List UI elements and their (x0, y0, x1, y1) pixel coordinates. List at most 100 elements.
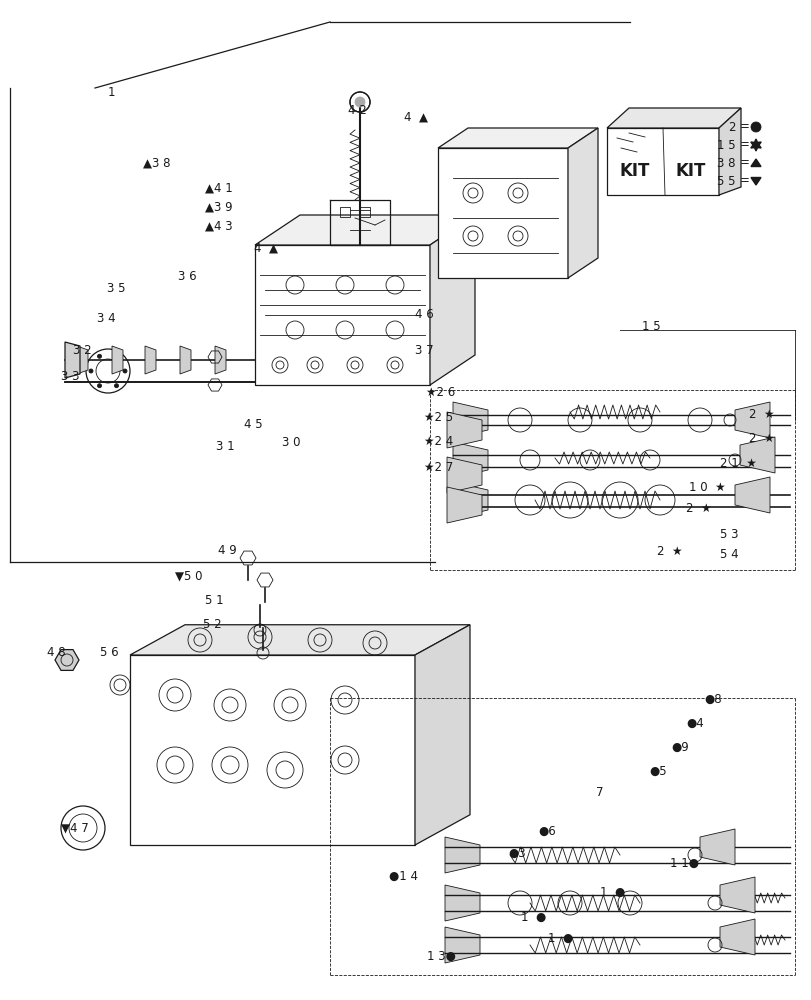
Text: 3 1: 3 1 (216, 440, 234, 454)
Circle shape (89, 369, 93, 373)
Circle shape (354, 97, 365, 107)
Text: 4  ▲: 4 ▲ (254, 241, 277, 254)
Polygon shape (739, 437, 774, 473)
Text: 2 1  ★: 2 1 ★ (719, 456, 756, 470)
Text: ●5: ●5 (648, 764, 666, 777)
Text: ●9: ●9 (670, 740, 688, 754)
Text: 5 5: 5 5 (717, 175, 735, 188)
Text: 3 5: 3 5 (107, 282, 126, 296)
Text: 3 2: 3 2 (73, 344, 92, 358)
Text: 2  ★: 2 ★ (656, 544, 682, 558)
Polygon shape (180, 346, 191, 374)
Text: 2  ★: 2 ★ (748, 408, 774, 420)
Polygon shape (719, 877, 754, 913)
Text: 4  ▲: 4 ▲ (404, 111, 427, 124)
Text: 5 4: 5 4 (719, 548, 738, 560)
Circle shape (750, 122, 760, 132)
Text: ★2 5: ★2 5 (423, 410, 453, 424)
Circle shape (97, 354, 101, 358)
Polygon shape (55, 650, 79, 670)
Text: ★2 6: ★2 6 (426, 385, 455, 398)
Text: ●3: ●3 (508, 846, 525, 859)
Circle shape (97, 384, 101, 388)
Polygon shape (255, 215, 474, 245)
Polygon shape (444, 837, 479, 873)
Text: 1  ●: 1 ● (521, 910, 546, 923)
Polygon shape (750, 139, 760, 151)
Text: 7: 7 (595, 786, 603, 799)
Text: ★2 7: ★2 7 (423, 460, 453, 474)
Polygon shape (453, 402, 487, 438)
Text: KIT: KIT (619, 162, 650, 180)
Text: ●4: ●4 (685, 716, 703, 730)
Text: =: = (739, 139, 749, 152)
Polygon shape (130, 625, 470, 655)
Polygon shape (750, 159, 760, 167)
Polygon shape (65, 342, 80, 378)
Circle shape (114, 384, 118, 388)
Polygon shape (444, 885, 479, 921)
Text: 3 6: 3 6 (178, 270, 196, 284)
Polygon shape (437, 148, 568, 278)
Text: ▲4 3: ▲4 3 (204, 220, 232, 232)
Text: ▼5 0: ▼5 0 (175, 570, 202, 582)
Polygon shape (734, 402, 769, 438)
Polygon shape (77, 346, 88, 374)
Text: ▼4 7: ▼4 7 (61, 821, 88, 834)
Text: 1 3●: 1 3● (427, 949, 455, 962)
Polygon shape (112, 346, 122, 374)
Polygon shape (414, 625, 470, 845)
Text: 3 0: 3 0 (281, 436, 300, 448)
Text: 1 5: 1 5 (642, 320, 660, 332)
Text: 1  ●: 1 ● (547, 931, 573, 944)
Text: 3 4: 3 4 (97, 312, 115, 324)
Polygon shape (437, 128, 597, 148)
Text: 4 5: 4 5 (243, 418, 262, 432)
Text: 4 6: 4 6 (414, 308, 433, 322)
Text: 1  ●: 1 ● (599, 885, 624, 898)
Text: 1 0  ★: 1 0 ★ (689, 481, 725, 493)
Text: 1 5: 1 5 (716, 139, 735, 152)
Text: 5 1: 5 1 (204, 593, 223, 606)
Text: ▲3 9: ▲3 9 (204, 200, 232, 214)
Text: 4 8: 4 8 (47, 647, 66, 660)
Polygon shape (255, 245, 430, 385)
Text: =: = (739, 121, 749, 134)
Polygon shape (719, 919, 754, 955)
Polygon shape (734, 477, 769, 513)
Text: ▲3 8: ▲3 8 (143, 157, 170, 170)
Circle shape (122, 369, 127, 373)
Polygon shape (215, 346, 225, 374)
Text: 3 7: 3 7 (414, 344, 433, 357)
Circle shape (114, 354, 118, 358)
Text: ★2 4: ★2 4 (423, 434, 453, 448)
Polygon shape (607, 128, 718, 195)
Polygon shape (699, 829, 734, 865)
Text: 3 8: 3 8 (717, 157, 735, 170)
Polygon shape (130, 655, 414, 845)
Text: ●8: ●8 (703, 692, 721, 706)
Text: 4 2: 4 2 (348, 104, 367, 117)
Text: 2  ★: 2 ★ (685, 502, 710, 514)
Polygon shape (568, 128, 597, 278)
Text: 3 3: 3 3 (61, 369, 79, 382)
Text: 4 9: 4 9 (217, 544, 237, 558)
Polygon shape (453, 442, 487, 478)
Polygon shape (446, 412, 482, 448)
Polygon shape (446, 487, 482, 523)
Text: 5 2: 5 2 (203, 617, 221, 631)
Text: 5 3: 5 3 (719, 528, 737, 540)
Text: 1 1●: 1 1● (669, 856, 698, 869)
Polygon shape (718, 108, 740, 195)
Text: =: = (739, 157, 749, 170)
Text: 2  ★: 2 ★ (748, 432, 774, 444)
Polygon shape (446, 457, 482, 493)
Polygon shape (444, 927, 479, 963)
Polygon shape (453, 482, 487, 518)
Polygon shape (145, 346, 156, 374)
Polygon shape (430, 215, 474, 385)
Text: 1: 1 (108, 86, 115, 99)
Text: ●6: ●6 (538, 824, 555, 837)
Polygon shape (607, 108, 740, 128)
Text: 5 6: 5 6 (100, 647, 118, 660)
